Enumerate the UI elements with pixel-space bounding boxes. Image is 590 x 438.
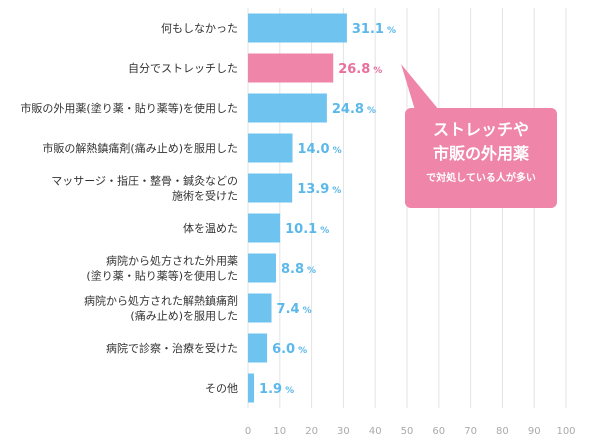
bar [248,293,272,323]
x-tick-label: 20 [305,426,318,437]
bar [248,253,276,283]
category-label: 病院で診察・治療を受けた [106,341,238,355]
category-labels: 何もしなかった自分でストレッチした市販の外用薬(塗り薬・貼り薬等)を使用した市販… [20,22,238,395]
bar [248,213,281,243]
x-tick-label: 100 [556,426,575,437]
data-label: 24.8% [332,102,376,117]
category-label: 体を温めた [183,221,238,235]
x-tick-label: 70 [464,426,477,437]
callout-line-3: で対処している人が多い [426,173,536,184]
x-tick-label: 0 [245,426,251,437]
bar [248,13,347,43]
data-label: 6.0% [272,342,307,357]
category-label: 市販の外用薬(塗り薬・貼り薬等)を使用した [20,101,238,115]
bars [248,13,347,403]
data-label: 8.8% [281,262,316,277]
x-tick-label: 60 [432,426,445,437]
category-label: 自分でストレッチした [128,62,238,75]
callout-pointer [401,64,439,110]
callout-annotation: ストレッチや 市販の外用薬 で対処している人が多い [401,64,557,208]
bar [248,53,334,83]
category-label: 何もしなかった [161,22,238,35]
x-tick-label: 90 [528,426,541,437]
callout-text: ストレッチや 市販の外用薬 で対処している人が多い [405,118,557,190]
x-tick-label: 40 [369,426,382,437]
data-label: 1.9% [259,382,294,397]
x-tick-label: 30 [337,426,350,437]
bar [248,93,327,123]
category-label: マッサージ・指圧・整骨・鍼灸などの施術を受けた [51,174,238,203]
data-label: 10.1% [285,222,329,237]
bar [248,373,255,403]
callout-box [405,108,557,208]
callout-line-1: ストレッチや [432,120,529,139]
category-label: 病院から処方された外用薬(塗り薬・貼り薬等)を使用した [86,254,238,283]
category-label: 病院から処方された解熱鎮痛剤(痛み止め)を服用した [84,294,238,323]
callout-line-2: 市販の外用薬 [432,144,529,163]
x-tick-label: 50 [401,426,414,437]
data-label: 31.1% [352,22,396,37]
bar [248,173,293,203]
x-tick-label: 80 [496,426,509,437]
bar [248,133,293,163]
x-tick-labels: 0 10 20 30 40 50 60 70 80 90 100 [245,426,576,437]
data-label: 14.0% [298,142,342,157]
data-label: 7.4% [277,302,312,317]
data-label: 13.9% [297,182,341,197]
category-label: その他 [205,382,238,395]
data-label: 26.8% [338,62,382,77]
category-label: 市販の解熱鎮痛剤(痛み止め)を服用した [42,141,238,155]
x-tick-label: 10 [273,426,286,437]
bar [248,333,268,363]
